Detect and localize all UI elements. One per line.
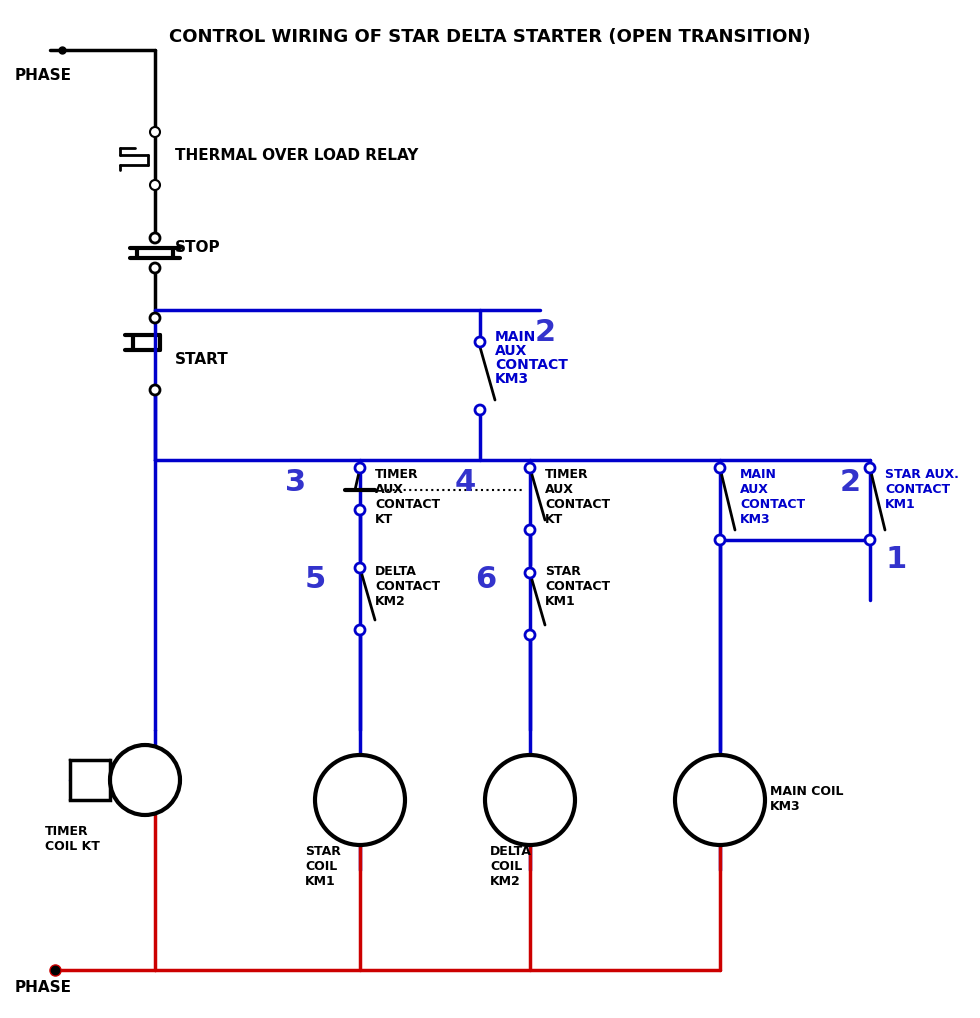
Text: STAR AUX.
CONTACT
KM1: STAR AUX. CONTACT KM1: [885, 468, 958, 511]
Circle shape: [150, 313, 160, 323]
Circle shape: [715, 463, 725, 473]
Text: TIMER
COIL KT: TIMER COIL KT: [45, 825, 100, 853]
Text: 4: 4: [455, 468, 476, 497]
Text: STAR
COIL
KM1: STAR COIL KM1: [305, 845, 341, 888]
Circle shape: [525, 568, 535, 578]
Circle shape: [525, 463, 535, 473]
Text: 6: 6: [475, 565, 496, 593]
Circle shape: [715, 535, 725, 545]
Text: KM3: KM3: [495, 372, 529, 386]
Text: PHASE: PHASE: [15, 68, 72, 83]
Text: 3: 3: [285, 468, 306, 497]
Text: DELTA
CONTACT
KM2: DELTA CONTACT KM2: [375, 565, 440, 608]
Text: 2: 2: [840, 468, 861, 497]
Circle shape: [355, 505, 365, 515]
Text: STAR
CONTACT
KM1: STAR CONTACT KM1: [545, 565, 611, 608]
Circle shape: [865, 535, 875, 545]
Text: DELTA
COIL
KM2: DELTA COIL KM2: [490, 845, 532, 888]
Circle shape: [355, 625, 365, 635]
Circle shape: [110, 745, 180, 815]
Circle shape: [485, 755, 575, 845]
Circle shape: [355, 563, 365, 573]
Circle shape: [355, 463, 365, 473]
Circle shape: [150, 127, 160, 137]
Text: TIMER
AUX
CONTACT
KT: TIMER AUX CONTACT KT: [545, 468, 611, 526]
Text: TIMER
AUX
CONTACT
KT: TIMER AUX CONTACT KT: [375, 468, 440, 526]
Text: CONTROL WIRING OF STAR DELTA STARTER (OPEN TRANSITION): CONTROL WIRING OF STAR DELTA STARTER (OP…: [170, 29, 810, 46]
Circle shape: [150, 180, 160, 190]
Circle shape: [525, 525, 535, 535]
Circle shape: [865, 463, 875, 473]
Bar: [70, 760, 110, 800]
Text: STOP: STOP: [175, 240, 220, 254]
Circle shape: [315, 755, 405, 845]
Text: THERMAL OVER LOAD RELAY: THERMAL OVER LOAD RELAY: [175, 148, 418, 163]
Text: 2: 2: [535, 318, 556, 347]
Text: 1: 1: [885, 545, 907, 574]
Text: MAIN: MAIN: [495, 330, 536, 344]
Text: 5: 5: [305, 565, 326, 593]
Text: PHASE: PHASE: [15, 980, 72, 995]
Circle shape: [525, 630, 535, 640]
Circle shape: [475, 337, 485, 347]
Circle shape: [150, 385, 160, 395]
Circle shape: [150, 263, 160, 273]
Text: CONTACT: CONTACT: [495, 358, 567, 372]
Text: START: START: [175, 352, 228, 367]
Circle shape: [675, 755, 765, 845]
Text: AUX: AUX: [495, 344, 527, 358]
Text: MAIN COIL
KM3: MAIN COIL KM3: [770, 785, 844, 813]
Circle shape: [475, 405, 485, 415]
Circle shape: [150, 233, 160, 243]
Text: MAIN
AUX
CONTACT
KM3: MAIN AUX CONTACT KM3: [740, 468, 806, 526]
